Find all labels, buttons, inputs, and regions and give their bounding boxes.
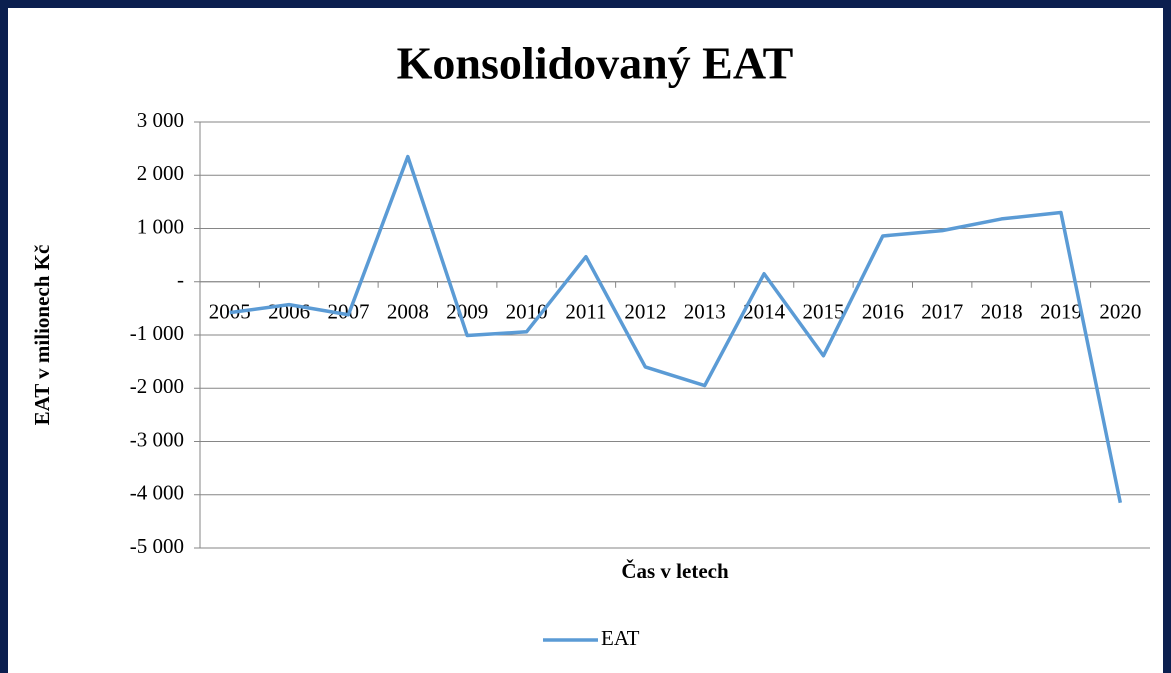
y-tick-label: 3 000 xyxy=(137,108,184,132)
y-tick-label: -4 000 xyxy=(130,481,184,505)
x-tick-label: 2012 xyxy=(624,300,666,324)
x-tick-label: 2009 xyxy=(446,300,488,324)
x-tick-label: 2015 xyxy=(802,300,844,324)
y-tick-label: -3 000 xyxy=(130,427,184,451)
y-axis-title: EAT v milionech Kč xyxy=(30,245,54,426)
y-tick-label: 1 000 xyxy=(137,214,184,238)
chart-title: Konsolidovaný EAT xyxy=(397,38,794,89)
x-tick-label: 2013 xyxy=(684,300,726,324)
x-tick-label: 2011 xyxy=(565,300,606,324)
data-line xyxy=(229,154,1123,504)
x-tick-label: 2019 xyxy=(1040,300,1082,324)
x-tick-label: 2018 xyxy=(981,300,1023,324)
y-tick-label: -1 000 xyxy=(130,321,184,345)
y-tick-label: -5 000 xyxy=(130,534,184,558)
y-tick-label: - xyxy=(177,268,184,292)
x-tick-label: 2020 xyxy=(1099,300,1141,324)
legend-label: EAT xyxy=(601,626,640,650)
x-tick-label: 2016 xyxy=(862,300,904,324)
y-tick-label: 2 000 xyxy=(137,161,184,185)
y-tick-label: -2 000 xyxy=(130,374,184,398)
x-tick-label: 2017 xyxy=(921,300,963,324)
x-axis-title: Čas v letech xyxy=(621,559,729,583)
x-tick-label: 2008 xyxy=(387,300,429,324)
